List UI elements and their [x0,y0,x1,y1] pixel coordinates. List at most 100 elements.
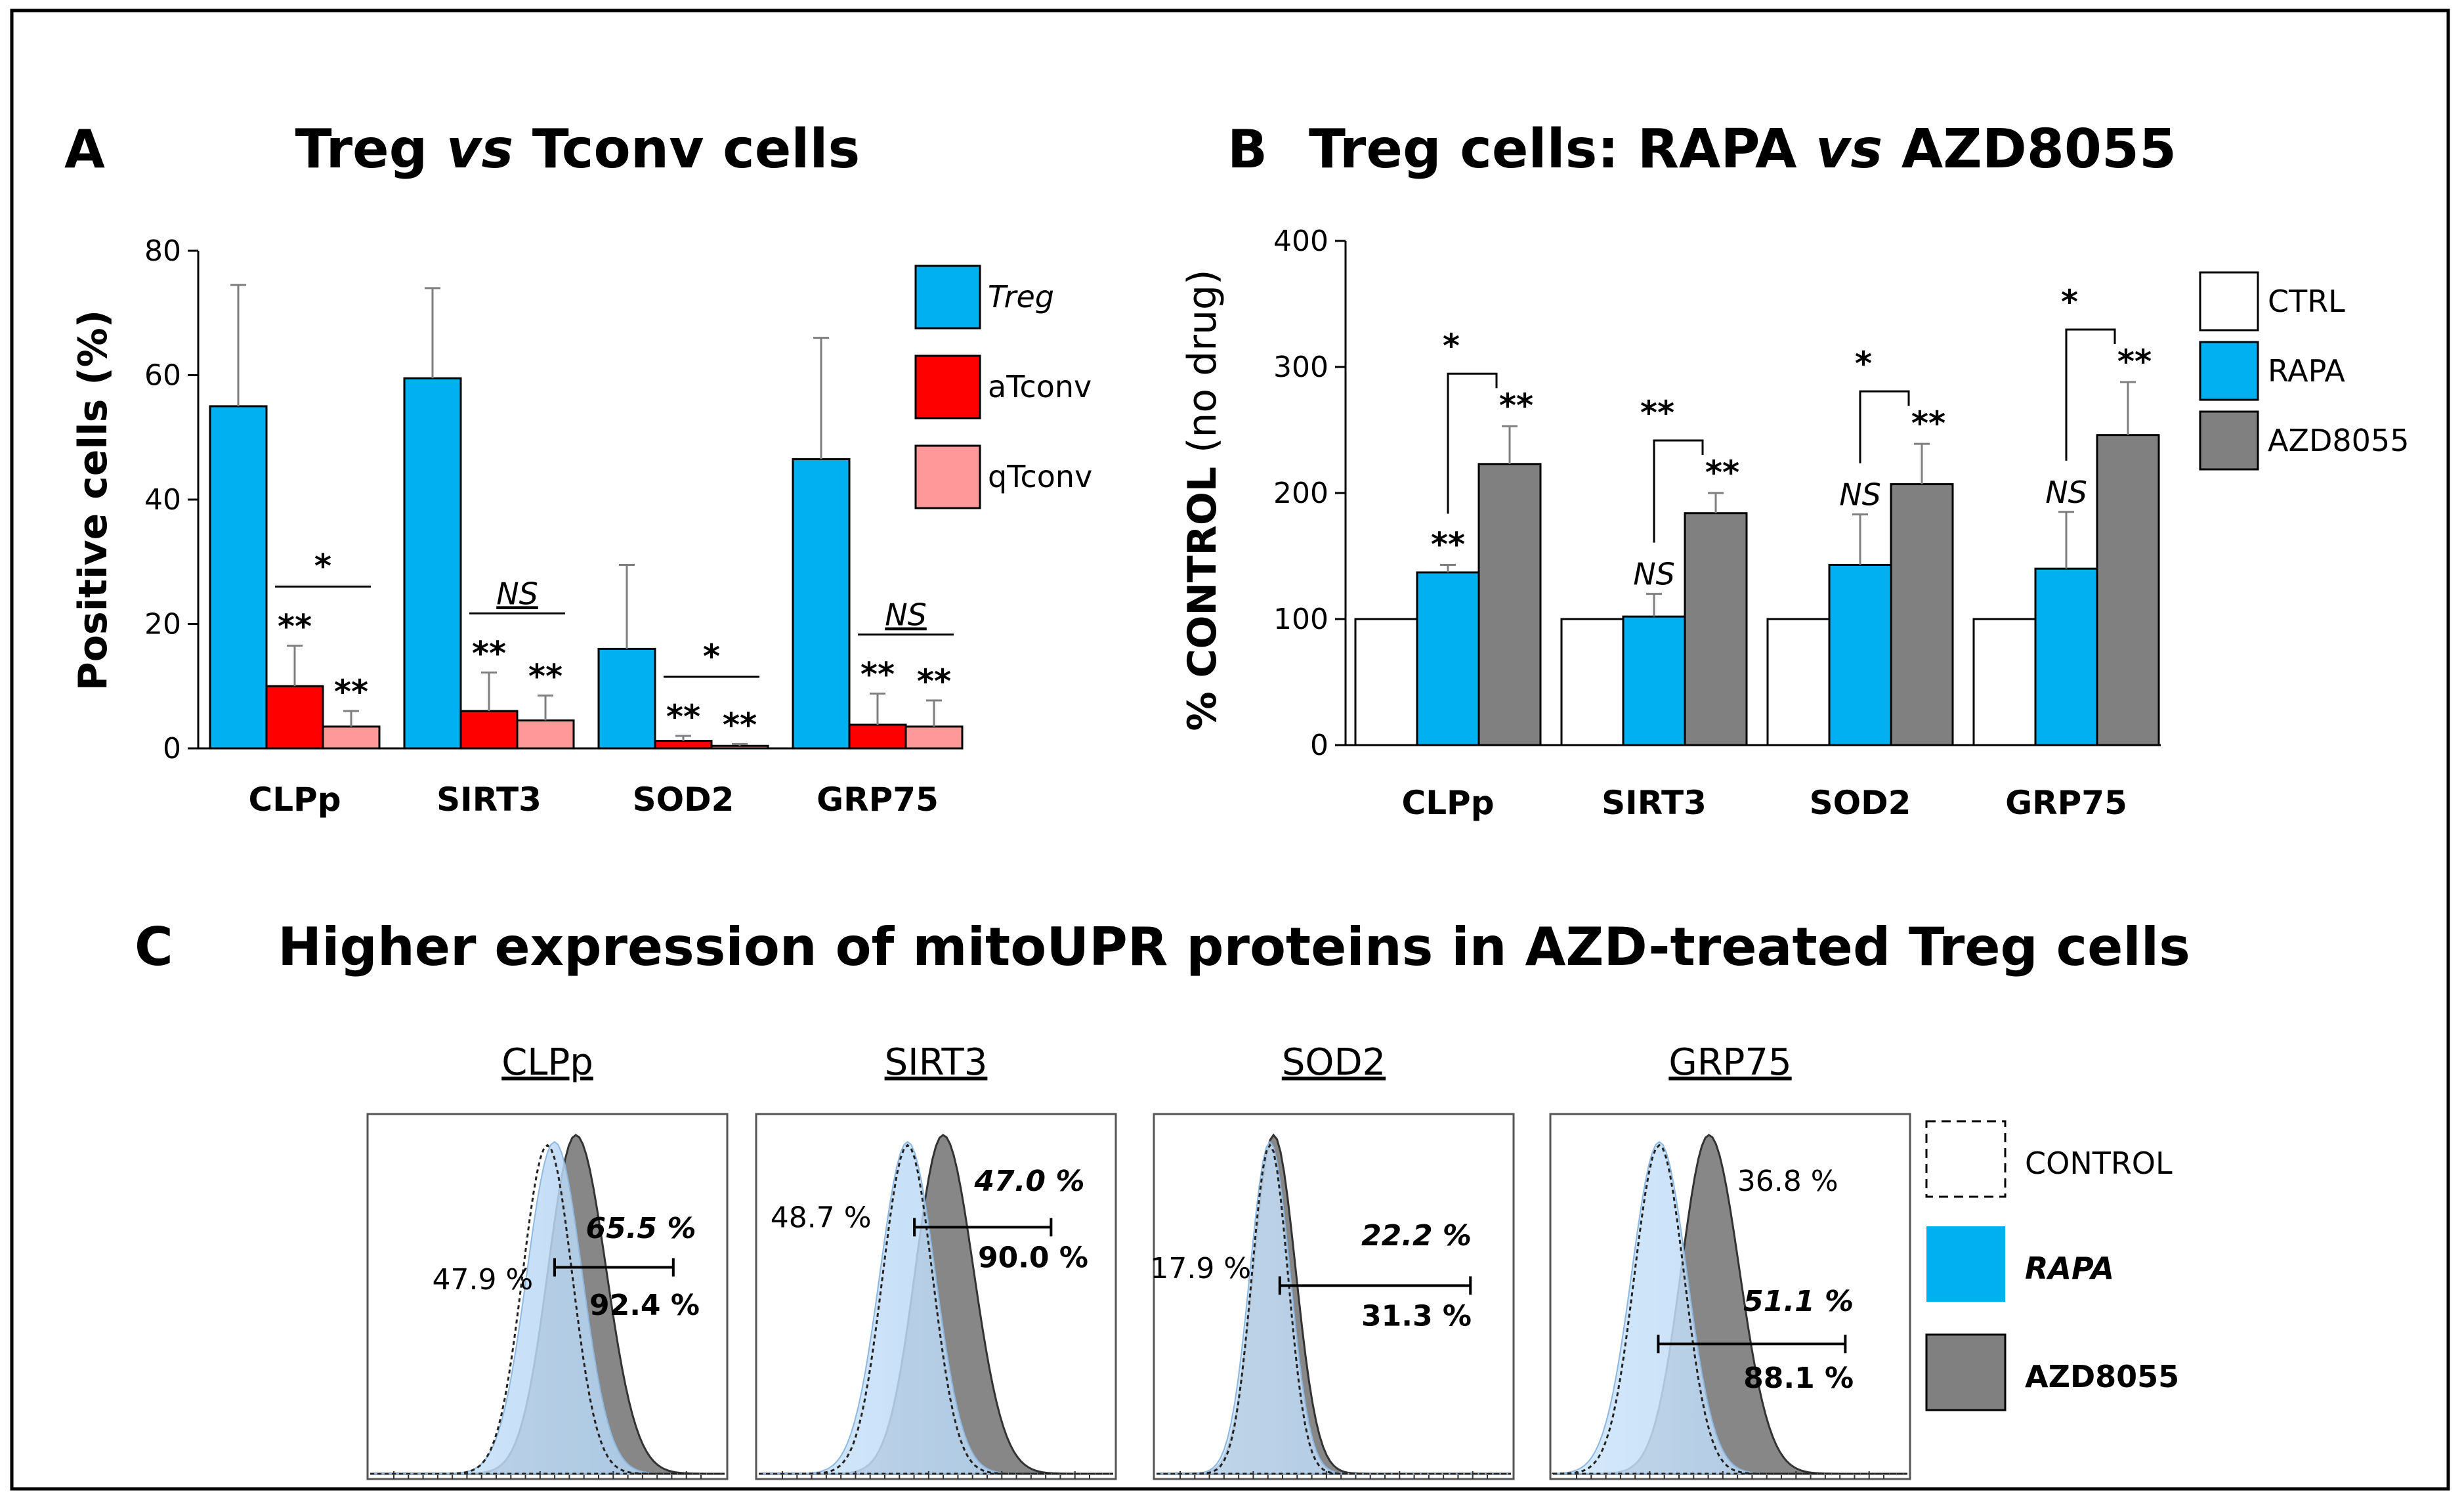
histogram-control-curve [370,1144,725,1475]
b-azd-significance: ** [1499,387,1533,425]
a-category-label: CLPp [249,781,341,819]
a-bar-grp75-treg [792,458,851,750]
panel-a-categories: CLPp SIRT3 SOD2 GRP75 [249,781,939,819]
a-legend-swatch-atconv [914,354,981,419]
b-category-label: SIRT3 [1602,784,1707,822]
b-bar-grp75-azd8055 [2096,434,2160,746]
b-category-label: GRP75 [2005,784,2127,822]
histogram-control-curve [1552,1144,1907,1475]
b-azd-significance: ** [1705,454,1739,492]
b-bar-clpp-rapa [1416,571,1480,746]
a-y-tick-label: 20 [144,608,181,641]
histogram-title: SIRT3 [885,1041,988,1084]
panel-b-legend: CTRL RAPA AZD8055 [2199,271,2409,471]
a-bar-sirt3-atconv [459,710,519,750]
panel-b-title: Treg cells: RAPA vs AZD8055 [1309,118,2177,181]
b-legend-swatch-rapa [2199,341,2259,401]
b-bar-grp75-ctrl [1972,618,2037,746]
a-comparison-label: * [703,637,720,676]
a-significance-stars: ** [472,634,506,672]
histogram-clpp: CLPp 47.9 % 65.5 % 92.4 % [366,1041,729,1480]
b-comparison-label: * [2061,283,2078,321]
panel-a-y-ticks: 0 20 40 60 80 [144,234,198,765]
panel-c-label: C [135,916,173,977]
b-y-tick-label: 300 [1273,351,1328,384]
b-bar-sirt3-rapa [1622,615,1686,746]
b-legend-swatch-azd8055 [2199,410,2259,471]
a-significance-stars: ** [860,656,895,694]
b-bar-sod2-ctrl [1766,618,1831,746]
a-bar-clpp-treg [209,405,268,750]
a-bar-clpp-atconv [265,685,324,750]
a-significance-stars: ** [666,698,700,736]
b-bar-clpp-ctrl [1354,618,1418,746]
histogram-title: GRP75 [1668,1041,1791,1084]
histogram-title: CLPp [501,1041,593,1084]
a-legend-label-qtconv: qTconv [988,459,1092,494]
panel-c-histograms: CLPp 47.9 % 65.5 % 92.4 % SIRT3 48.7 % 47.0 % 9… [366,1041,1911,1480]
panel-a-label: A [64,119,105,180]
a-bar-grp75-qtconv [904,725,964,750]
histogram-rapa-percent: 51.1 % [1743,1285,1854,1318]
histogram-title: SOD2 [1282,1041,1386,1084]
a-legend-swatch-treg [914,265,981,330]
b-category-label: CLPp [1402,784,1495,822]
histogram-control-percent: 36.8 % [1737,1165,1838,1198]
panel-c-legend: CONTROL RAPA AZD8055 [1925,1120,2179,1411]
a-significance-stars: ** [528,657,563,695]
histogram-rapa-percent: 65.5 % [585,1212,696,1245]
b-azd-significance: ** [1911,404,1945,442]
b-legend-swatch-ctrl [2199,271,2259,332]
a-y-tick-label: 40 [144,483,181,517]
histogram-rapa-percent: 47.0 % [973,1165,1084,1198]
b-bar-grp75-rapa [2034,567,2098,746]
a-legend-label-treg: Treg [988,279,1054,314]
histogram-control-percent: 17.9 % [1150,1252,1251,1285]
a-bar-sirt3-treg [403,377,462,750]
panel-c-title: Higher expression of mitoUPR proteins in… [278,916,2190,977]
legend-label-control: CONTROL [2025,1146,2173,1181]
histogram-azd8055-percent: 90.0 % [978,1241,1088,1275]
histogram-control-percent: 47.9 % [432,1263,533,1297]
b-legend-label-ctrl: CTRL [2268,284,2345,319]
b-legend-label-rapa: RAPA [2268,353,2345,389]
panel-a-significance: *********NS** *** ** **NS [275,547,954,744]
a-legend-swatch-qtconv [914,444,981,509]
a-bar-clpp-qtconv [322,725,381,750]
panel-a-title: Treg vs Tconv cells [295,118,860,181]
histogram-azd8055-percent: 88.1 % [1743,1362,1854,1395]
a-significance-stars: ** [917,662,951,700]
a-comparison-label: * [314,547,331,586]
b-azd-significance: ** [2117,343,2152,381]
b-y-tick-label: 0 [1310,729,1328,762]
a-bar-sod2-treg [597,647,656,750]
legend-swatch-control [1925,1120,2007,1198]
panel-b-y-axis-label: % CONTROL (no drug) [1179,269,1225,731]
legend-swatch-azd8055 [1925,1333,2007,1411]
a-category-label: SIRT3 [436,781,542,819]
b-comparison-bracket [1859,390,1910,463]
b-bar-sod2-rapa [1828,563,1892,746]
legend-label-azd8055: AZD8055 [2025,1359,2179,1394]
a-significance-stars: ** [723,706,757,744]
histogram-grp75: GRP75 36.8 % 51.1 % 88.1 % [1549,1041,1911,1480]
b-comparison-label: * [1855,345,1872,383]
b-legend-label-azd8055: AZD8055 [2268,423,2409,458]
b-comparison-bracket [2065,328,2116,461]
a-comparison-label: NS [885,597,927,633]
legend-label-rapa: RAPA [2025,1251,2114,1286]
b-y-tick-label: 200 [1273,477,1328,510]
legend-swatch-rapa [1926,1226,2005,1302]
b-y-tick-label: 100 [1273,603,1328,636]
histogram-control-curve [1157,1143,1511,1475]
figure-border [10,9,2450,1491]
a-significance-stars: ** [278,608,312,646]
b-bar-sirt3-azd8055 [1684,512,1748,746]
histogram-frame [1153,1113,1515,1480]
b-bar-sirt3-ctrl [1560,618,1625,746]
b-comparison-label: ** [1640,394,1674,432]
panel-b-bars [1354,381,2160,746]
panel-b: B Treg cells: RAPA vs AZD8055 % CONTROL … [1179,118,2409,822]
a-y-tick-label: 0 [163,732,181,765]
b-y-tick-label: 400 [1273,225,1328,258]
